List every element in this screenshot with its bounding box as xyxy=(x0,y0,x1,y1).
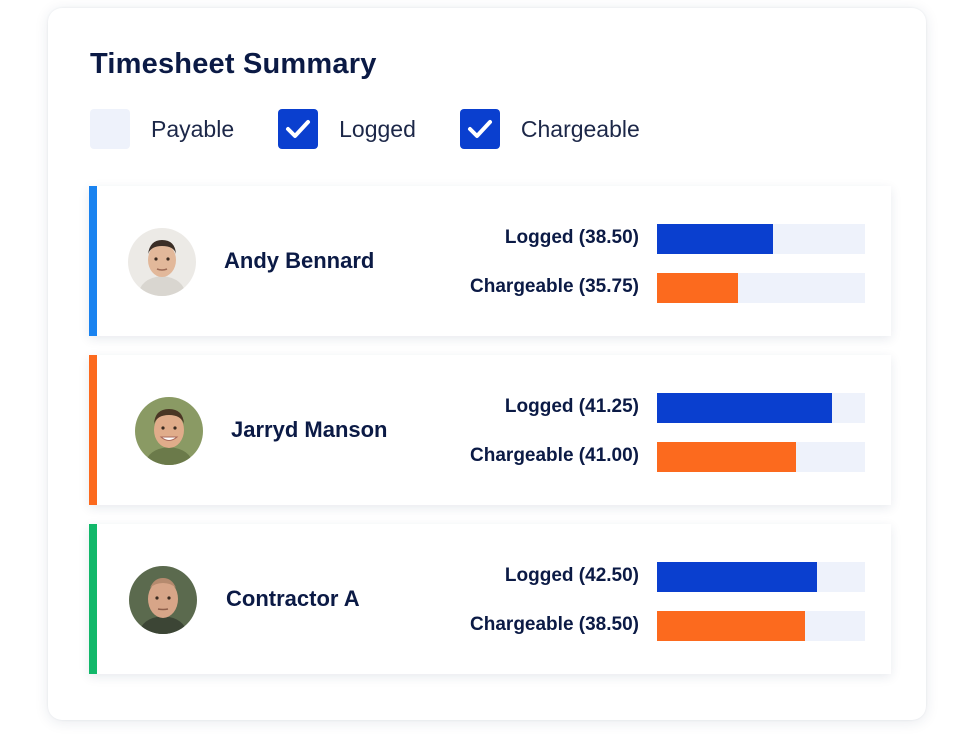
logged-bar-fill xyxy=(657,562,818,592)
logged-bar-track xyxy=(657,224,865,254)
chargeable-bar-fill xyxy=(657,611,805,641)
logged-bar-fill xyxy=(657,224,774,254)
avatar xyxy=(129,566,197,634)
logged-bar-track xyxy=(657,562,865,592)
filter-label: Chargeable xyxy=(520,115,640,142)
person-row-jarryd-manson[interactable]: Jarryd Manson Logged (41.25) Chargeable … xyxy=(89,355,891,505)
person-row-contractor-a[interactable]: Contractor A Logged (42.50) Chargeable (… xyxy=(89,524,891,674)
person-photo-icon xyxy=(135,397,203,465)
logged-metric: Logged (41.25) xyxy=(389,393,865,423)
chargeable-bar-track xyxy=(657,273,865,303)
logged-bar-fill xyxy=(657,393,832,423)
payable-checkbox[interactable] xyxy=(90,109,130,149)
person-name: Jarryd Manson xyxy=(231,417,388,442)
person-name: Andy Bennard xyxy=(224,248,375,273)
filter-logged[interactable]: Logged xyxy=(278,109,416,149)
avatar xyxy=(128,228,196,296)
chargeable-metric: Chargeable (41.00) xyxy=(389,442,865,472)
timesheet-summary-card: Timesheet Summary Payable Logged Chargea… xyxy=(48,8,926,720)
row-accent-bar xyxy=(89,524,97,674)
row-accent-bar xyxy=(89,355,97,505)
checkmark-icon xyxy=(286,120,311,138)
filter-chargeable[interactable]: Chargeable xyxy=(459,109,640,149)
person-photo-icon xyxy=(129,566,197,634)
chargeable-label: Chargeable (35.75) xyxy=(470,276,639,297)
person-name: Contractor A xyxy=(226,586,360,611)
logged-metric: Logged (38.50) xyxy=(389,224,865,254)
chargeable-bar-fill xyxy=(657,442,797,472)
logged-label: Logged (38.50) xyxy=(504,227,639,248)
chargeable-label: Chargeable (38.50) xyxy=(470,614,639,635)
page-title: Timesheet Summary xyxy=(90,48,377,80)
person-row-andy-bennard[interactable]: Andy Bennard Logged (38.50) Chargeable (… xyxy=(89,186,891,336)
chargeable-bar-track xyxy=(657,611,865,641)
person-photo-icon xyxy=(128,228,196,296)
chargeable-bar-track xyxy=(657,442,865,472)
row-accent-bar xyxy=(89,186,97,336)
chargeable-metric: Chargeable (38.50) xyxy=(389,611,865,641)
logged-label: Logged (42.50) xyxy=(504,565,639,586)
chargeable-bar-fill xyxy=(657,273,739,303)
avatar xyxy=(135,397,203,465)
chargeable-metric: Chargeable (35.75) xyxy=(389,273,865,303)
filter-payable[interactable]: Payable xyxy=(90,109,234,149)
logged-bar-track xyxy=(657,393,865,423)
filter-label: Payable xyxy=(151,115,235,142)
chargeable-checkbox[interactable] xyxy=(459,109,500,149)
logged-checkbox[interactable] xyxy=(278,109,319,149)
filter-label: Logged xyxy=(339,115,416,142)
logged-metric: Logged (42.50) xyxy=(389,562,865,592)
chargeable-label: Chargeable (41.00) xyxy=(470,445,639,466)
filter-bar: Payable Logged Chargeable xyxy=(90,109,684,149)
logged-label: Logged (41.25) xyxy=(504,396,639,417)
checkmark-icon xyxy=(467,120,492,138)
